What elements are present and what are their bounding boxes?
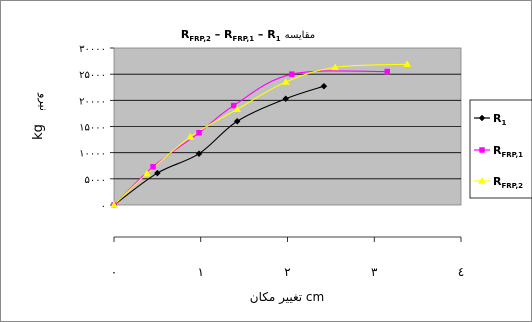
title-dash-2: – bbox=[254, 28, 267, 41]
legend-label: R1 bbox=[493, 112, 506, 127]
x-tick-label: ۲ bbox=[284, 265, 290, 279]
title-r2: R bbox=[181, 28, 190, 41]
data-point-series-2 bbox=[110, 201, 118, 208]
title-r1-sub: 1 bbox=[276, 35, 281, 43]
title-r2-sub: FRP,2 bbox=[189, 35, 211, 43]
legend-swatch-marker bbox=[478, 114, 486, 122]
x-tick-label: ۱ bbox=[198, 265, 204, 279]
y-axis-label-persian: نیرو bbox=[37, 92, 50, 111]
data-point-series-0 bbox=[282, 95, 290, 103]
y-tick-label: ۱۵۰۰۰ bbox=[79, 123, 106, 134]
data-point-series-2 bbox=[403, 60, 412, 67]
data-point-series-0 bbox=[195, 150, 203, 158]
title-r1frp: R bbox=[224, 28, 233, 41]
series-line-0 bbox=[113, 85, 325, 206]
chart-title: RFRP,2 – RFRP,1 – R1 مقایسه bbox=[181, 28, 315, 43]
y-axis-label-unit: kg bbox=[31, 124, 46, 140]
data-point-series-2 bbox=[233, 105, 242, 112]
y-tick-label: ۲۵۰۰۰ bbox=[79, 70, 106, 81]
data-point-series-2 bbox=[281, 78, 290, 85]
y-tick-label: ۱۰۰۰۰ bbox=[79, 149, 106, 160]
y-tick-label: ۲۰۰۰۰ bbox=[79, 96, 106, 107]
x-tick-label: ۰ bbox=[111, 265, 117, 279]
data-point-series-0 bbox=[233, 117, 241, 125]
data-point-series-1 bbox=[384, 68, 391, 75]
axis-ticks bbox=[110, 47, 462, 242]
data-point-series-1 bbox=[196, 130, 202, 136]
legend-swatch-marker bbox=[478, 177, 486, 184]
data-point-series-0 bbox=[320, 82, 328, 90]
y-tick-label: ۵۰۰۰ bbox=[85, 175, 106, 186]
x-tick-label: ٤ bbox=[458, 265, 464, 279]
y-tick-labels: ۰ ۵۰۰۰ ۱۰۰۰۰ ۱۵۰۰۰ ۲۰۰۰۰ ۲۵۰۰۰ ۳۰۰۰۰ bbox=[79, 44, 106, 212]
y-tick-label: ۳۰۰۰۰ bbox=[79, 44, 106, 55]
legend-label: RFRP,1 bbox=[493, 144, 523, 159]
data-point-series-1 bbox=[230, 102, 237, 109]
x-tick-labels: ۰ ۱ ۲ ۳ ٤ bbox=[111, 265, 464, 279]
legend-swatch-marker bbox=[479, 147, 485, 153]
data-point-series-2 bbox=[331, 63, 340, 71]
data-point-series-1 bbox=[150, 164, 156, 170]
series-markers bbox=[110, 60, 412, 209]
title-r1frp-sub: FRP,1 bbox=[233, 35, 255, 43]
data-point-series-0 bbox=[154, 169, 161, 177]
x-tick-label: ۳ bbox=[371, 265, 378, 279]
title-dash-1: – bbox=[211, 28, 224, 41]
data-point-series-1 bbox=[289, 71, 295, 77]
title-r1: R bbox=[267, 28, 276, 41]
legend-label: RFRP,2 bbox=[493, 175, 523, 190]
title-persian: مقایسه bbox=[285, 30, 316, 41]
data-point-series-2 bbox=[143, 169, 151, 177]
y-tick-label: ۰ bbox=[101, 201, 106, 212]
x-axis-label: تغییر مکان cm bbox=[250, 290, 324, 305]
legend: R1 RFRP,1 RFRP,2 bbox=[474, 112, 523, 190]
data-point-series-2 bbox=[186, 132, 195, 140]
